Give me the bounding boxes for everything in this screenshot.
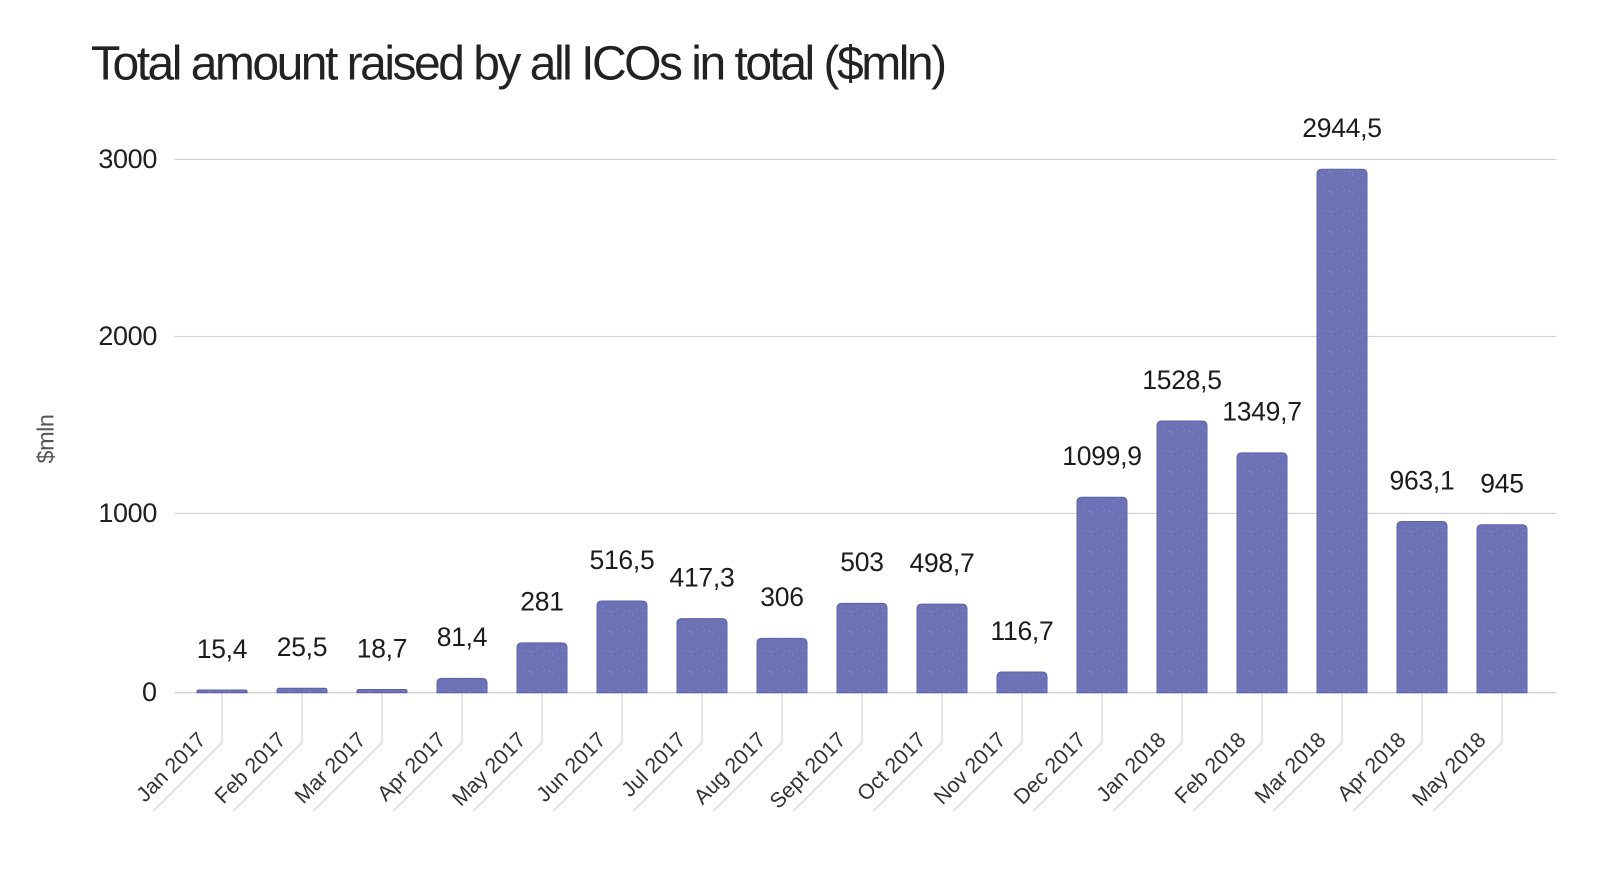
svg-text:1528,5: 1528,5 xyxy=(1142,365,1222,395)
svg-text:3000: 3000 xyxy=(98,144,157,174)
svg-text:81,4: 81,4 xyxy=(437,622,488,652)
svg-text:945: 945 xyxy=(1480,469,1523,499)
svg-text:417,3: 417,3 xyxy=(669,562,734,592)
svg-text:116,7: 116,7 xyxy=(990,616,1053,646)
svg-text:2944,5: 2944,5 xyxy=(1302,113,1382,143)
svg-text:15,4: 15,4 xyxy=(197,634,248,664)
svg-text:306: 306 xyxy=(760,582,803,612)
svg-text:25,5: 25,5 xyxy=(277,632,328,662)
svg-text:1099,9: 1099,9 xyxy=(1062,441,1142,471)
svg-text:963,1: 963,1 xyxy=(1389,465,1454,495)
svg-text:1000: 1000 xyxy=(98,498,157,528)
svg-text:2000: 2000 xyxy=(98,321,157,351)
svg-text:18,7: 18,7 xyxy=(357,633,408,663)
svg-text:281: 281 xyxy=(520,587,563,617)
svg-text:1349,7: 1349,7 xyxy=(1222,397,1302,427)
svg-text:Total amount raised by all ICO: Total amount raised by all ICOs in total… xyxy=(91,38,945,91)
svg-text:516,5: 516,5 xyxy=(589,545,654,575)
svg-text:$mln: $mln xyxy=(33,415,59,464)
svg-text:0: 0 xyxy=(142,677,157,707)
svg-text:503: 503 xyxy=(840,547,883,577)
svg-text:498,7: 498,7 xyxy=(909,548,974,578)
